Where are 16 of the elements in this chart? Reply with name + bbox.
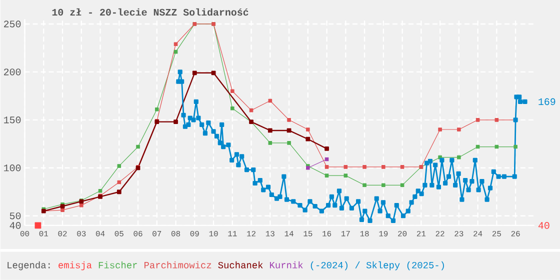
text: (-2024) / Sklepy (2025-) xyxy=(310,262,444,270)
y-tick-label: 40 xyxy=(10,222,21,229)
text: Fischer xyxy=(98,262,137,268)
y-tick-label: 250 xyxy=(4,20,21,28)
text: 40 xyxy=(538,222,550,229)
text: Parchimowicz xyxy=(144,262,212,268)
y-tick-label: 100 xyxy=(4,164,21,172)
legend-title: Legenda: xyxy=(8,262,50,270)
text: Kurnik xyxy=(270,262,303,268)
text: Suchanek xyxy=(218,262,263,268)
chart-title: 10 zł - 20-lecie NSZZ Solidarność xyxy=(52,8,248,16)
y-tick-label: 150 xyxy=(4,116,21,124)
text: emisja xyxy=(58,262,92,270)
text: 169 xyxy=(538,98,556,106)
y-tick-label: 200 xyxy=(4,68,21,76)
y-tick-label: 50 xyxy=(10,212,21,220)
